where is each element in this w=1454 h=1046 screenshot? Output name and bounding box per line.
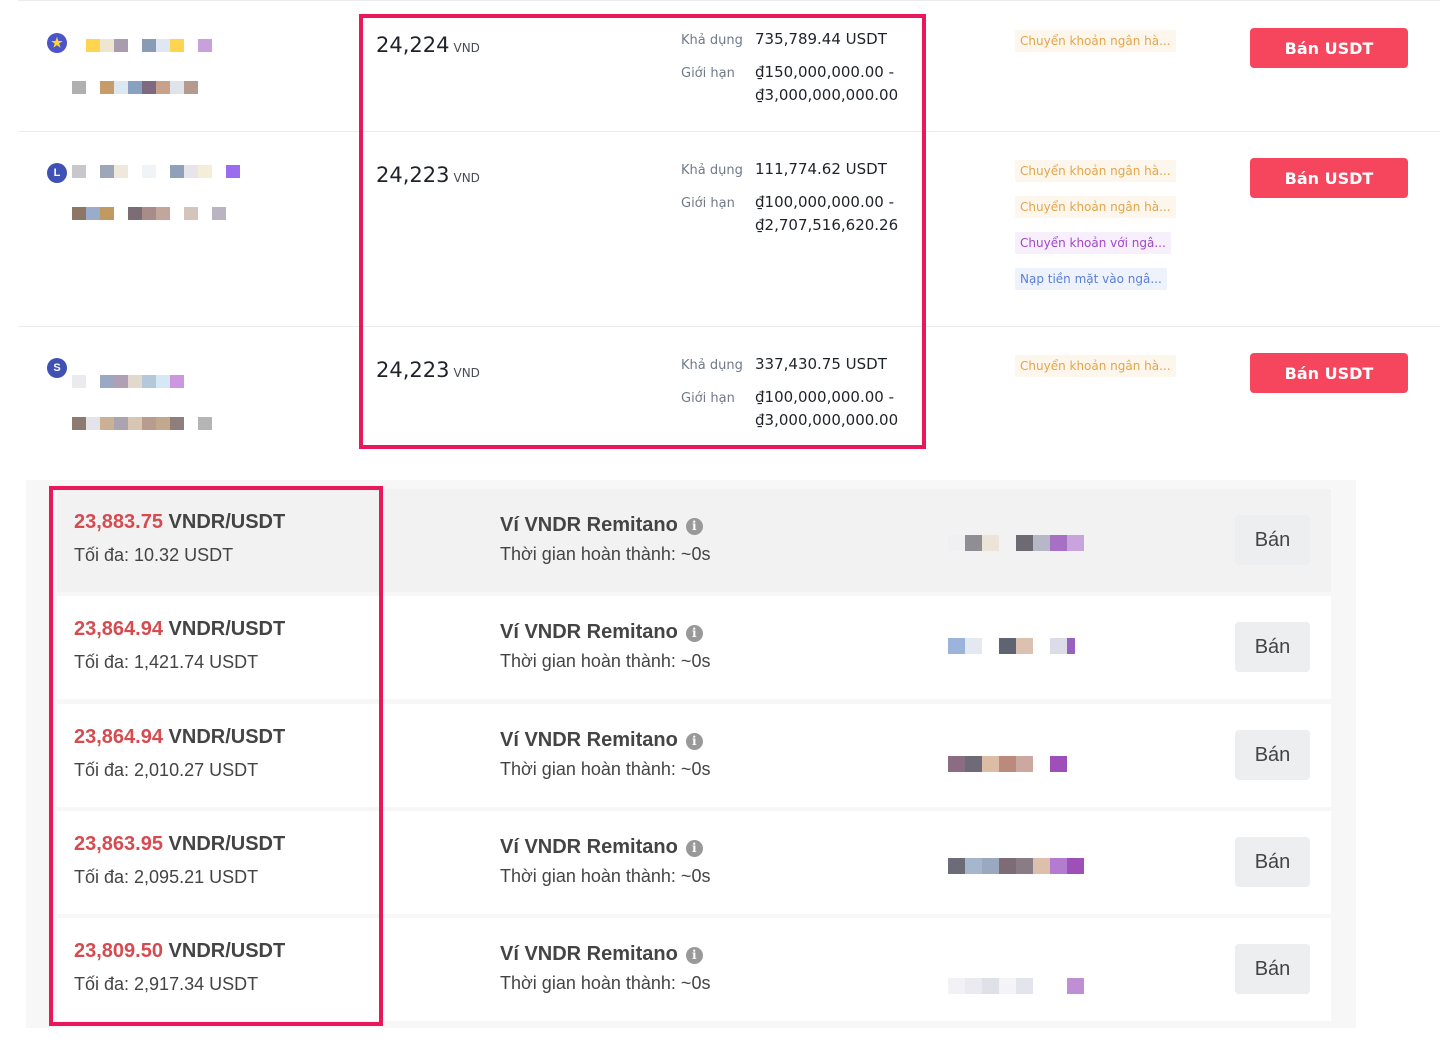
info-icon[interactable]: i <box>685 947 703 964</box>
offer-price: 24,224 VND <box>376 33 480 57</box>
offer-rate: 23,863.95 VNDR/USDT <box>74 833 286 855</box>
payment-method-tag: Nạp tiền mặt vào ngâ... <box>1015 268 1167 290</box>
remitano-offer-row: 23,883.75 VNDR/USDT Tối đa: 10.32 USDT V… <box>57 489 1331 592</box>
offer-max: Tối đa: 2,010.27 USDT <box>74 760 259 780</box>
advertiser-name-blurred[interactable] <box>86 39 212 52</box>
advertiser-avatar[interactable]: L <box>47 163 67 183</box>
sell-button[interactable]: Bán <box>1235 730 1310 780</box>
completion-time: Thời gian hoàn thành: ~0s <box>500 973 711 993</box>
available-amount: 337,430.75 USDT <box>755 355 887 373</box>
trader-name-blurred <box>948 756 1067 772</box>
remitano-offer-row: 23,863.95 VNDR/USDT Tối đa: 2,095.21 USD… <box>57 811 1331 914</box>
sell-button[interactable]: Bán <box>1235 622 1310 672</box>
p2p-offer-row: L 24,223 VND Khả dụng 111,774.62 USDT Giớ… <box>18 131 1440 326</box>
info-icon[interactable]: i <box>685 733 703 750</box>
advertiser-stats-blurred <box>72 81 198 94</box>
sell-usdt-button[interactable]: Bán USDT <box>1250 28 1408 68</box>
trader-name-blurred <box>948 535 1084 551</box>
sell-button[interactable]: Bán <box>1235 515 1310 565</box>
payment-method-tag: Chuyển khoản ngân hà... <box>1015 196 1176 218</box>
rate-highlight-box <box>49 486 383 1026</box>
offer-price: 24,223 VND <box>376 358 480 382</box>
limit-min: ₫150,000,000.00 - <box>755 63 895 81</box>
completion-time: Thời gian hoàn thành: ~0s <box>500 759 711 779</box>
offer-max: Tối đa: 10.32 USDT <box>74 545 234 565</box>
trader-name-blurred <box>948 638 1075 654</box>
available-amount: 735,789.44 USDT <box>755 30 887 48</box>
limit-min: ₫100,000,000.00 - <box>755 193 895 211</box>
completion-time: Thời gian hoàn thành: ~0s <box>500 544 711 564</box>
wallet-name: Ví VNDR Remitano i <box>500 621 703 644</box>
offer-max: Tối đa: 2,095.21 USDT <box>74 867 259 887</box>
advertiser-stats-blurred <box>72 207 226 220</box>
limit-max: ₫2,707,516,620.26 <box>755 216 899 234</box>
p2p-offer-row: ★ 24,224 VND Khả dụng 735,789.44 USDT Giớ… <box>18 0 1440 131</box>
advertiser-stats-blurred <box>72 417 212 430</box>
limit-max: ₫3,000,000,000.00 <box>755 411 899 429</box>
offer-max: Tối đa: 2,917.34 USDT <box>74 974 259 994</box>
completion-time: Thời gian hoàn thành: ~0s <box>500 866 711 886</box>
offer-rate: 23,864.94 VNDR/USDT <box>74 726 286 748</box>
limit-min: ₫100,000,000.00 - <box>755 388 895 406</box>
completion-time: Thời gian hoàn thành: ~0s <box>500 651 711 671</box>
advertiser-avatar[interactable]: S <box>47 358 67 378</box>
offer-rate: 23,883.75 VNDR/USDT <box>74 511 286 533</box>
p2p-offer-row: S 24,223 VND Khả dụng 337,430.75 USDT Giớ… <box>18 326 1440 456</box>
wallet-name: Ví VNDR Remitano i <box>500 729 703 752</box>
available-label: Khả dụng <box>681 358 743 373</box>
price-highlight-box <box>359 14 926 449</box>
limit-label: Giới hạn <box>681 196 735 211</box>
advertiser-name-blurred[interactable] <box>72 375 184 388</box>
remitano-offer-row: 23,864.94 VNDR/USDT Tối đa: 2,010.27 USD… <box>57 704 1331 807</box>
wallet-name: Ví VNDR Remitano i <box>500 943 703 966</box>
trader-name-blurred <box>948 978 1084 994</box>
wallet-name: Ví VNDR Remitano i <box>500 836 703 859</box>
advertiser-name-blurred[interactable] <box>72 165 240 178</box>
available-label: Khả dụng <box>681 163 743 178</box>
payment-method-tag: Chuyển khoản ngân hà... <box>1015 30 1176 52</box>
remitano-offer-row: 23,809.50 VNDR/USDT Tối đa: 2,917.34 USD… <box>57 918 1331 1021</box>
offer-rate: 23,809.50 VNDR/USDT <box>74 940 286 962</box>
sell-usdt-button[interactable]: Bán USDT <box>1250 158 1408 198</box>
payment-method-tag: Chuyển khoản ngân hà... <box>1015 160 1176 182</box>
offer-max: Tối đa: 1,421.74 USDT <box>74 652 259 672</box>
available-label: Khả dụng <box>681 33 743 48</box>
sell-button[interactable]: Bán <box>1235 944 1310 994</box>
limit-label: Giới hạn <box>681 66 735 81</box>
remitano-offer-row: 23,864.94 VNDR/USDT Tối đa: 1,421.74 USD… <box>57 596 1331 699</box>
sell-button[interactable]: Bán <box>1235 837 1310 887</box>
trader-name-blurred <box>948 858 1084 874</box>
offer-price: 24,223 VND <box>376 163 480 187</box>
payment-method-tag: Chuyển khoản ngân hà... <box>1015 355 1176 377</box>
available-amount: 111,774.62 USDT <box>755 160 887 178</box>
info-icon[interactable]: i <box>685 840 703 857</box>
limit-max: ₫3,000,000,000.00 <box>755 86 899 104</box>
info-icon[interactable]: i <box>685 518 703 535</box>
payment-method-tag: Chuyển khoản với ngâ... <box>1015 232 1171 254</box>
limit-label: Giới hạn <box>681 391 735 406</box>
advertiser-avatar-star-icon[interactable]: ★ <box>47 33 67 53</box>
wallet-name: Ví VNDR Remitano i <box>500 514 703 537</box>
offer-rate: 23,864.94 VNDR/USDT <box>74 618 286 640</box>
info-icon[interactable]: i <box>685 625 703 642</box>
sell-usdt-button[interactable]: Bán USDT <box>1250 353 1408 393</box>
